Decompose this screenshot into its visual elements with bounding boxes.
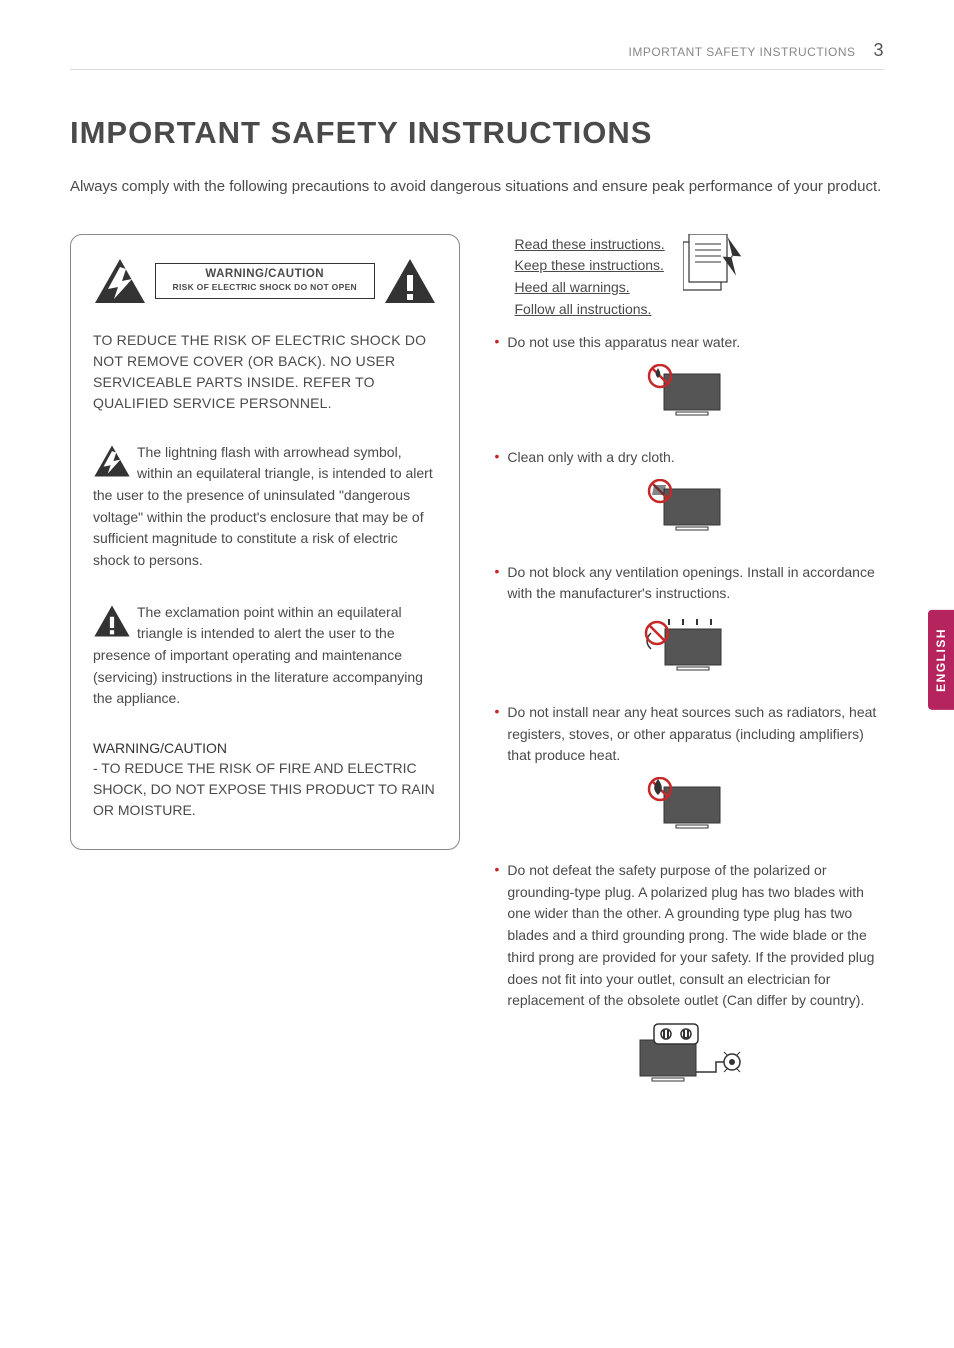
read-line-2: Keep these instructions. — [515, 255, 665, 277]
illustration-plug — [495, 1022, 885, 1097]
illustration-ventilation — [495, 615, 885, 680]
bullet-plug: • Do not defeat the safety purpose of th… — [495, 860, 885, 1012]
bullet-cloth-text: Clean only with a dry cloth. — [507, 447, 884, 469]
content-columns: WARNING/CAUTION RISK OF ELECTRIC SHOCK D… — [70, 234, 884, 1119]
bullet-heat-text: Do not install near any heat sources suc… — [507, 702, 884, 767]
exclaim-desc-text: The exclamation point within an equilate… — [93, 604, 423, 707]
left-column: WARNING/CAUTION RISK OF ELECTRIC SHOCK D… — [70, 234, 460, 1119]
lightning-triangle-icon — [93, 257, 147, 305]
read-line-3: Heed all warnings. — [515, 277, 665, 299]
warning-caution-body: - TO REDUCE THE RISK OF FIRE AND ELECTRI… — [93, 758, 437, 821]
read-instructions-block: Read these instructions. Keep these inst… — [495, 234, 885, 321]
page-header: IMPORTANT SAFETY INSTRUCTIONS 3 — [70, 40, 884, 70]
bullet-dot-icon: • — [495, 702, 500, 767]
bullet-dot-icon: • — [495, 447, 500, 469]
illustration-heat — [495, 777, 885, 838]
read-instructions-lines: Read these instructions. Keep these inst… — [515, 234, 665, 321]
bullet-dot-icon: • — [495, 562, 500, 605]
manual-icon — [683, 234, 755, 296]
bullet-cloth: • Clean only with a dry cloth. — [495, 447, 885, 469]
illustration-cloth — [495, 479, 885, 540]
lightning-triangle-small-icon — [93, 444, 131, 478]
bullet-water-text: Do not use this apparatus near water. — [507, 332, 884, 354]
caution-label: WARNING/CAUTION RISK OF ELECTRIC SHOCK D… — [155, 263, 375, 299]
right-column: Read these instructions. Keep these inst… — [495, 234, 885, 1119]
bullet-plug-text: Do not defeat the safety purpose of the … — [507, 860, 884, 1012]
language-tab: ENGLISH — [928, 610, 954, 710]
lightning-desc-text: The lightning flash with arrowhead symbo… — [93, 444, 433, 568]
exclaim-symbol-description: The exclamation point within an equilate… — [93, 602, 437, 710]
read-line-1: Read these instructions. — [515, 234, 665, 256]
running-title: IMPORTANT SAFETY INSTRUCTIONS — [629, 45, 856, 59]
page-number: 3 — [873, 40, 884, 61]
bullet-heat: • Do not install near any heat sources s… — [495, 702, 885, 767]
caution-label-line1: WARNING/CAUTION — [162, 268, 368, 280]
lightning-symbol-description: The lightning flash with arrowhead symbo… — [93, 442, 437, 572]
warning-caution-heading: WARNING/CAUTION — [93, 740, 437, 756]
warning-box: WARNING/CAUTION RISK OF ELECTRIC SHOCK D… — [70, 234, 460, 851]
caution-panel: WARNING/CAUTION RISK OF ELECTRIC SHOCK D… — [93, 257, 437, 305]
caution-label-line2: RISK OF ELECTRIC SHOCK DO NOT OPEN — [162, 282, 368, 292]
bullet-dot-icon: • — [495, 332, 500, 354]
illustration-water — [495, 364, 885, 425]
bullet-dot-icon: • — [495, 860, 500, 1012]
exclaim-triangle-icon — [383, 257, 437, 305]
bullet-ventilation: • Do not block any ventilation openings.… — [495, 562, 885, 605]
page-title: IMPORTANT SAFETY INSTRUCTIONS — [70, 115, 884, 151]
bullet-water: • Do not use this apparatus near water. — [495, 332, 885, 354]
exclaim-triangle-small-icon — [93, 604, 131, 638]
bullet-ventilation-text: Do not block any ventilation openings. I… — [507, 562, 884, 605]
reduce-risk-text: TO REDUCE THE RISK OF ELECTRIC SHOCK DO … — [93, 330, 437, 414]
read-line-4: Follow all instructions. — [515, 299, 665, 321]
intro-paragraph: Always comply with the following precaut… — [70, 176, 884, 199]
